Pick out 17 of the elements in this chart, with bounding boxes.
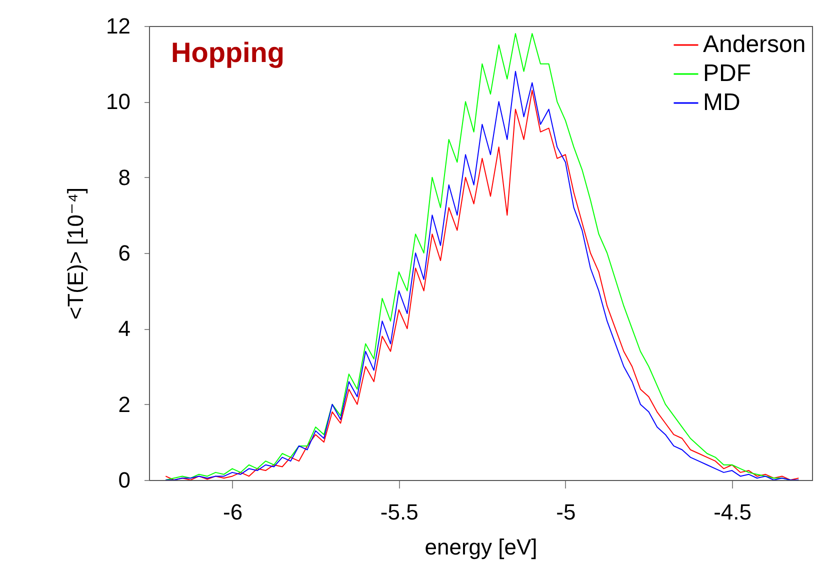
x-tick-label: -5	[556, 500, 576, 524]
x-axis-title: energy [eV]	[424, 534, 538, 560]
y-tick-label: 12	[106, 14, 130, 38]
y-tick-label: 4	[118, 316, 130, 342]
legend-label: Anderson	[703, 31, 806, 58]
y-tick-label: 2	[118, 392, 130, 417]
legend-label: PDF	[703, 60, 751, 87]
y-axis-title: <T(E)> [10⁻⁴]	[63, 187, 88, 320]
y-tick-label: 8	[118, 164, 130, 190]
y-tick-label: 6	[118, 240, 130, 266]
annotation: Hopping	[171, 37, 285, 68]
y-tick-label: 10	[106, 89, 130, 114]
legend-label: MD	[703, 89, 740, 116]
x-tick-label: -4.5	[714, 500, 752, 524]
x-tick-label: -5.5	[380, 500, 418, 524]
x-tick-label: -6	[223, 500, 243, 524]
y-tick-label: 0	[118, 468, 130, 492]
